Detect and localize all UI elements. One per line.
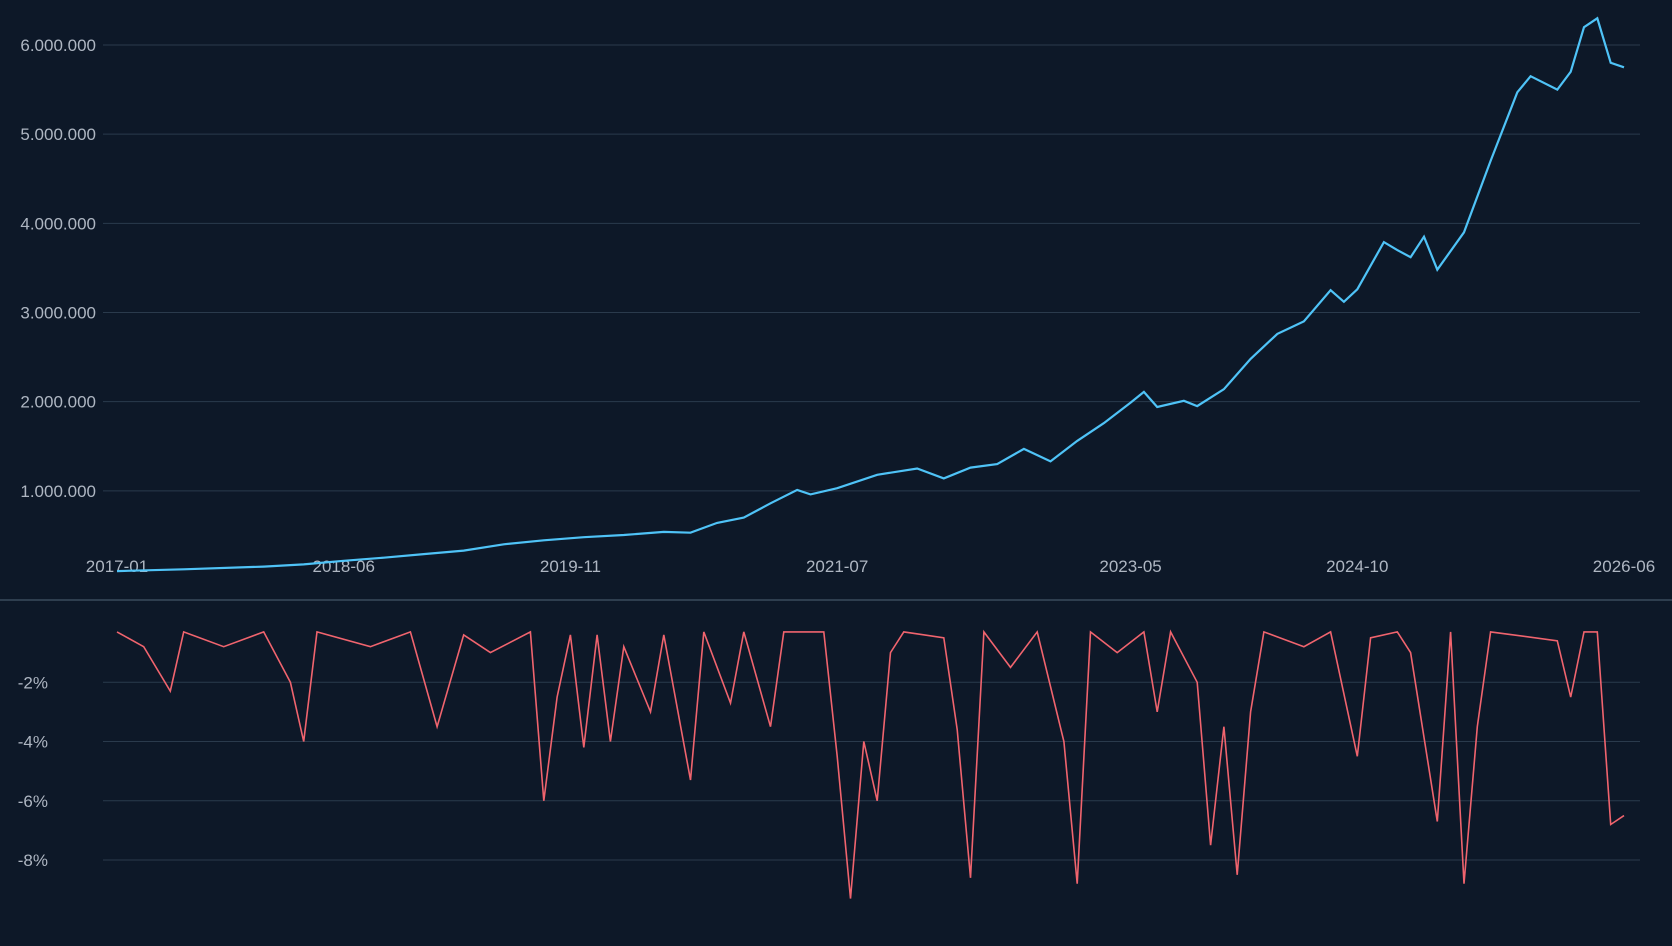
drawdown-line [116, 629, 1625, 899]
equity-y-tick-label: 4.000.000 [20, 214, 96, 233]
x-tick-label: 2023-05 [1099, 557, 1161, 576]
equity-y-tick-label: 1.000.000 [20, 482, 96, 501]
drawdown-y-tick-label: -2% [18, 673, 48, 692]
equity-line [116, 16, 1625, 573]
drawdown-grid [103, 681, 1640, 861]
equity-y-tick-label: 3.000.000 [20, 304, 96, 323]
drawdown-y-tick-label: -4% [18, 733, 48, 752]
x-tick-label: 2026-06 [1593, 557, 1655, 576]
equity-y-tick-label: 2.000.000 [20, 393, 96, 412]
drawdown-y-tick-label: -6% [18, 792, 48, 811]
equity-x-axis: 2017-01 2018-06 2019-11 2021-07 2023-05 2024-… [86, 557, 1655, 576]
drawdown-y-axis: -2% -4% -6% -8% [18, 673, 48, 870]
x-tick-label: 2024-10 [1326, 557, 1388, 576]
x-tick-label: 2017-01 [86, 557, 148, 576]
x-tick-label: 2021-07 [806, 557, 868, 576]
equity-y-tick-label: 5.000.000 [20, 125, 96, 144]
x-tick-label: 2019-11 [540, 557, 601, 576]
drawdown-y-tick-label: -8% [18, 851, 48, 870]
equity-y-tick-label: 6.000.000 [20, 36, 96, 55]
equity-grid [103, 44, 1640, 492]
equity-y-axis: 1.000.000 2.000.000 3.000.000 4.000.000 5.00… [20, 36, 96, 501]
